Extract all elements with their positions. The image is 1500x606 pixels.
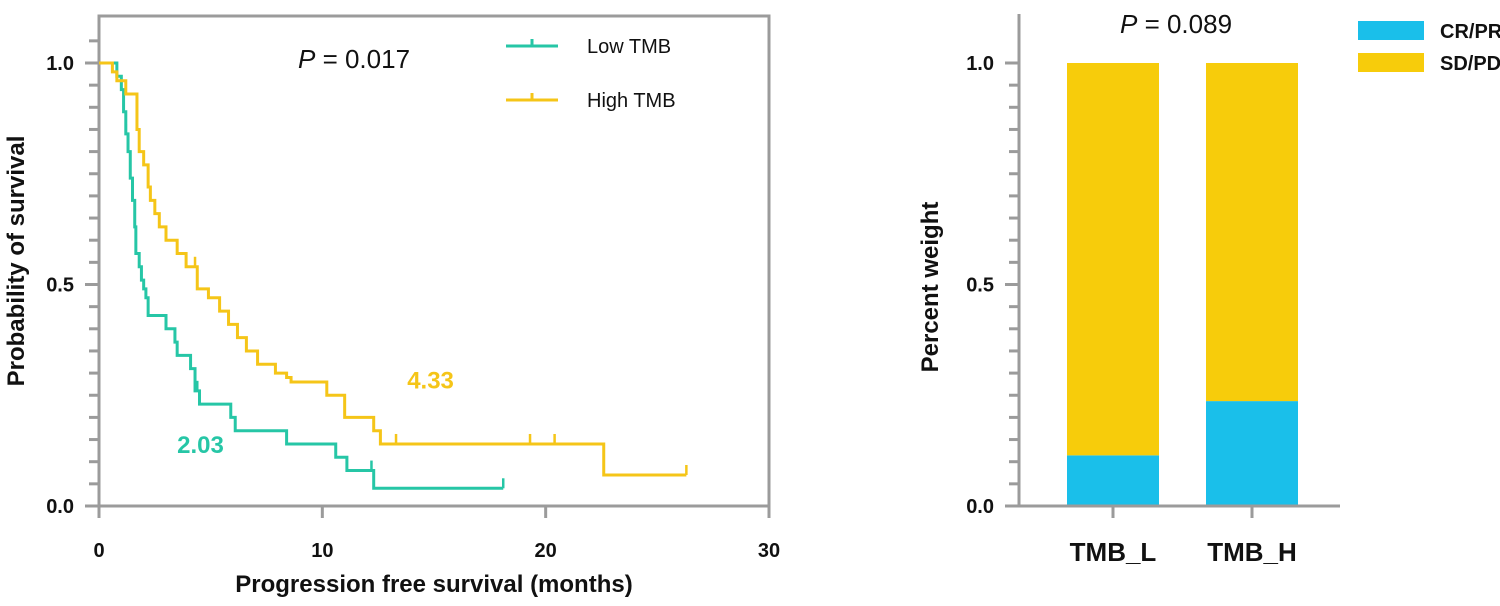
km-x-axis-label: Progression free survival (months) — [235, 571, 632, 598]
km-y-tick-label: 0.0 — [46, 496, 74, 518]
bar-y-tick-label: 1.0 — [966, 53, 994, 75]
bar-p-text: = 0.089 — [1137, 9, 1232, 39]
bar-y-tick-label: 0.0 — [966, 496, 994, 518]
km-legend-item-high: High TMB — [506, 90, 676, 112]
km-p-value: P = 0.017 — [298, 44, 410, 74]
km-y-ticks: 0.0 0.5 1.0 — [46, 39, 99, 518]
bar-legend-swatch-crpr — [1358, 21, 1424, 40]
km-series-group: 2.03 4.33 — [99, 61, 688, 490]
km-median-label-low: 2.03 — [177, 432, 224, 459]
bar-p-symbol: P — [1120, 9, 1138, 39]
bar-legend-label-sdpd: SD/PD — [1440, 53, 1500, 75]
km-x-tick-label: 0 — [93, 540, 104, 562]
bar-legend-item-crpr: CR/PR — [1358, 21, 1500, 43]
km-y-tick-label: 1.0 — [46, 53, 74, 75]
bar-segment-crpr-tmb-l — [1067, 455, 1159, 506]
bar-y-tick-label: 0.5 — [966, 275, 994, 297]
bar-y-axis-label: Percent weight — [917, 202, 944, 373]
bar-p-value: P = 0.089 — [1120, 9, 1232, 39]
km-y-tick-label: 0.5 — [46, 275, 74, 297]
bar-legend-swatch-sdpd — [1358, 53, 1424, 72]
bar-category-tmb-h: TMB_H — [1207, 537, 1297, 567]
km-y-axis-label: Probability of survival — [3, 136, 30, 387]
bar-legend: CR/PR SD/PD — [1358, 21, 1500, 75]
bar-segment-crpr-tmb-h — [1206, 401, 1298, 506]
km-x-tick-label: 20 — [535, 540, 557, 562]
bar-legend-item-sdpd: SD/PD — [1358, 53, 1500, 75]
km-legend-label-low: Low TMB — [587, 36, 671, 58]
km-curve-low — [99, 61, 504, 490]
km-chart: 0.0 0.5 1.0 0 10 20 30 2.03 4.33 Progression f… — [3, 14, 780, 598]
bar-chart: 0.0 0.5 1.0 11.43%23.68% TMB_L TMB_H Perce… — [917, 9, 1500, 567]
km-x-tick-label: 30 — [758, 540, 780, 562]
km-median-label-high: 4.33 — [407, 368, 454, 395]
bar-segment-sdpd-tmb-l — [1067, 63, 1159, 456]
bar-y-ticks: 0.0 0.5 1.0 — [966, 53, 1019, 518]
km-curve-high — [99, 61, 687, 477]
km-legend-label-high: High TMB — [587, 90, 676, 112]
km-legend-item-low: Low TMB — [506, 36, 671, 58]
km-x-ticks: 0 10 20 30 — [93, 506, 780, 562]
bar-bars-group: 11.43%23.68% — [1067, 63, 1298, 506]
km-legend: Low TMB High TMB — [506, 36, 676, 112]
bar-segment-sdpd-tmb-h — [1206, 63, 1298, 402]
km-p-symbol: P — [298, 44, 316, 74]
bar-legend-label-crpr: CR/PR — [1440, 21, 1500, 43]
km-x-tick-label: 10 — [311, 540, 333, 562]
bar-category-tmb-l: TMB_L — [1070, 537, 1157, 567]
km-p-text: = 0.017 — [315, 44, 410, 74]
